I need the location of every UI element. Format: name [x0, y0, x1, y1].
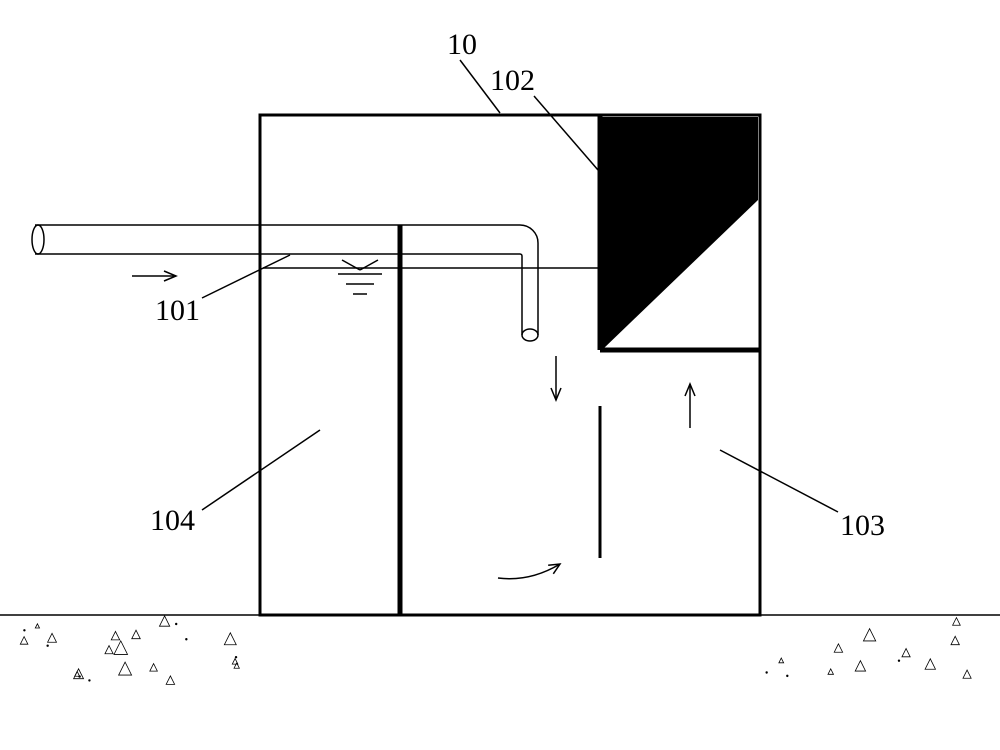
leader-102	[534, 96, 598, 170]
label-101: 101	[155, 294, 200, 327]
label-10: 10	[447, 28, 477, 61]
pipe-outlet-end	[522, 329, 538, 341]
leader-101	[202, 255, 290, 298]
label-103: 103	[840, 509, 885, 542]
flow-curve	[498, 564, 560, 579]
label-104: 104	[150, 504, 195, 537]
leader-103	[720, 450, 838, 512]
pipe-inlet-end	[32, 225, 44, 254]
solid-wedge	[602, 117, 758, 350]
label-102: 102	[490, 64, 535, 97]
